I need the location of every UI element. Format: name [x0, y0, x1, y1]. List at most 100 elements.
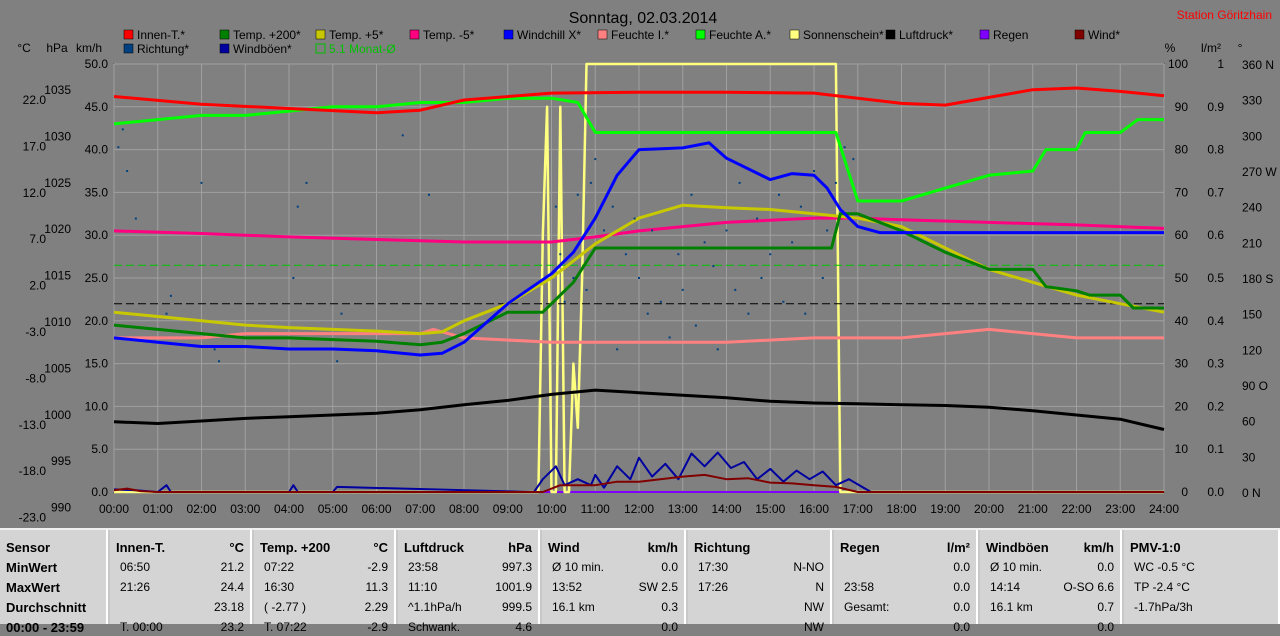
- stat-column-pmv-1-0: PMV-1:0 WC -0.5 °C TP -2.4 °C -1.7hPa/3h: [1124, 530, 1280, 624]
- statistics-table: Sensor MinWert MaxWert Durchschnitt 00:0…: [0, 528, 1280, 635]
- tick-label-direction_deg: 150: [1242, 308, 1262, 322]
- series-line-feuchte-i: [114, 327, 1164, 344]
- tick-label-pressure_hpa: 1025: [44, 176, 71, 190]
- stat-column-title: Innen-T.: [116, 540, 166, 555]
- tick-label-rain_lm2: 0.1: [1207, 442, 1224, 456]
- stat-cell-value: 0.0: [953, 600, 970, 614]
- tick-label-pressure_hpa: 1020: [44, 222, 71, 236]
- stat-cell-label: 16.1 km: [990, 600, 1033, 614]
- stat-row: 11:10 1001.9: [404, 580, 532, 596]
- stat-row: 23.18: [116, 600, 244, 616]
- tick-label-temp_c: -13.0: [19, 418, 47, 432]
- stat-column-title: PMV-1:0: [1130, 540, 1181, 555]
- series-point-richtung: [756, 217, 759, 220]
- tick-label-wind_kmh: 35.0: [85, 185, 109, 199]
- tick-label-pressure_hpa: 990: [51, 501, 71, 515]
- series-point-richtung: [747, 312, 750, 315]
- tick-label-x: 12:00: [624, 502, 654, 516]
- series-point-richtung: [554, 205, 557, 208]
- series-point-richtung: [852, 158, 855, 161]
- stat-column-unit: km/h: [647, 540, 678, 555]
- legend-swatch-5-1-monat: [315, 43, 326, 54]
- stat-row: 16:30 11.3: [260, 580, 388, 596]
- stat-cell-value: NW: [804, 620, 824, 634]
- tick-label-direction_deg: 0 N: [1242, 486, 1261, 500]
- series-point-richtung: [563, 300, 566, 303]
- stat-column-title: Luftdruck: [404, 540, 464, 555]
- stat-row: 17:30 N-NO: [694, 560, 824, 576]
- stat-cell-label: 16:30: [264, 580, 295, 594]
- stat-cell-value: 11.3: [365, 580, 388, 594]
- tick-label-humidity_pct: 70: [1175, 185, 1189, 199]
- tick-label-x: 15:00: [755, 502, 785, 516]
- stat-cell-value: 24.4: [220, 580, 244, 594]
- stat-cell-label: 16.1 km: [552, 600, 595, 614]
- series-point-richtung: [200, 181, 203, 184]
- stat-column-title: Temp. +200: [260, 540, 331, 555]
- series-point-richtung: [769, 253, 772, 256]
- stat-column-title: Windböen: [986, 540, 1049, 555]
- stat-row: T. 00:00 23.2: [116, 620, 244, 636]
- tick-label-wind_kmh: 40.0: [85, 143, 109, 157]
- series-line-innen-t: [113, 86, 1165, 115]
- tick-label-temp_c: 17.0: [23, 139, 47, 153]
- stat-row: NW: [694, 620, 824, 636]
- legend-label-windb-en: Windböen*: [233, 42, 292, 56]
- stat-cell-value: -2.9: [367, 560, 388, 574]
- row-label-header: Sensor: [6, 540, 51, 555]
- stat-cell-value: 997.3: [501, 560, 532, 574]
- tick-label-direction_deg: 270 W: [1242, 165, 1277, 179]
- stat-cell-label: 21:26: [120, 580, 151, 594]
- series-point-richtung: [633, 217, 636, 220]
- tick-label-rain_lm2: 0.0: [1207, 485, 1224, 499]
- tick-label-x: 07:00: [405, 502, 435, 516]
- tick-label-humidity_pct: 60: [1175, 228, 1189, 242]
- stat-column-unit: hPa: [508, 540, 532, 555]
- legend-label-regen: Regen: [993, 28, 1028, 42]
- tick-label-temp_c: -8.0: [25, 371, 46, 385]
- tick-label-wind_kmh: 45.0: [85, 100, 109, 114]
- chart-svg: 22.0 17.0 12.0 7.0 2.0 -3.0 -8.0 -13.0 -18.0 -23.…: [17, 8, 1278, 525]
- stat-cell-value: 0.7: [1097, 600, 1114, 614]
- tick-label-wind_kmh: 20.0: [85, 314, 109, 328]
- stat-row: -1.7hPa/3h: [1130, 600, 1272, 616]
- stat-cell-value: N-NO: [793, 560, 824, 574]
- legend-label-temp-5: Temp. +5*: [329, 28, 384, 42]
- stat-cell-label: ^1.1hPa/h: [408, 600, 462, 614]
- series-point-richtung: [821, 277, 824, 279]
- legend-label-innen-t: Innen-T.*: [137, 28, 185, 42]
- tick-label-temp_c: -23.0: [19, 511, 47, 524]
- axis-unit-direction_deg: °: [1238, 41, 1243, 55]
- stat-cell-label: 17:26: [698, 580, 729, 594]
- series-point-richtung: [126, 170, 129, 172]
- legend-swatch-regen: [979, 29, 990, 40]
- series-point-richtung: [659, 300, 662, 303]
- stat-column-unit: l/m²: [946, 540, 970, 555]
- stat-cell-value: 0.0: [1097, 560, 1114, 574]
- legend-swatch-feuchte-i: [597, 29, 608, 40]
- stat-row: [1130, 620, 1272, 636]
- series-point-richtung: [589, 181, 592, 184]
- stat-row: 0.0: [548, 620, 678, 636]
- series-point-richtung: [169, 294, 172, 297]
- tick-label-x: 05:00: [318, 502, 348, 516]
- stat-cell-value: 0.0: [661, 560, 678, 574]
- legend-label-wind: Wind*: [1088, 28, 1120, 42]
- stat-row: NW: [694, 600, 824, 616]
- stat-cell-value: 23.2: [220, 620, 244, 634]
- stat-cell-label: -1.7hPa/3h: [1134, 600, 1193, 614]
- legend-swatch-windb-en: [219, 43, 230, 54]
- stat-column-regen: Regen l/m² 0.0 23:58 0.0 Gesamt: 0.0 0.0: [834, 530, 978, 634]
- stat-cell-value: 0.0: [953, 560, 970, 574]
- stat-column-innen-t: Innen-T. °C 06:50 21.2 21:26 24.4 23.18 T. 00:0…: [110, 530, 252, 634]
- stat-column-luftdruck: Luftdruck hPa 23:58 997.3 11:10 1001.9 ^1.1hPa…: [398, 530, 540, 634]
- tick-label-x: 17:00: [843, 502, 873, 516]
- legend-label-temp-200: Temp. +200*: [233, 28, 301, 42]
- stat-cell-label: 17:30: [698, 560, 729, 574]
- tick-label-x: 06:00: [361, 502, 391, 516]
- tick-label-humidity_pct: 0: [1181, 485, 1188, 499]
- series-point-richtung: [585, 288, 588, 291]
- series-point-richtung: [690, 193, 693, 196]
- series-point-richtung: [804, 312, 807, 315]
- weather-chart: 22.0 17.0 12.0 7.0 2.0 -3.0 -8.0 -13.0 -18.0 -23.…: [17, 8, 1278, 525]
